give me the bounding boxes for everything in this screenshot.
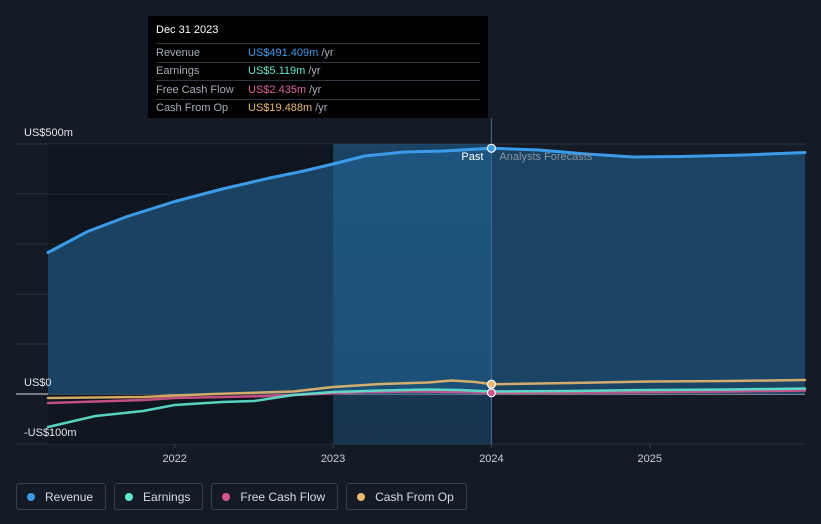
x-tick-label-2023: 2023 xyxy=(321,453,345,465)
tooltip-label: Cash From Op xyxy=(156,102,229,115)
legend-item-cash-from-op[interactable]: Cash From Op xyxy=(346,483,467,510)
tooltip-value: US$2.435m xyxy=(248,83,307,96)
series-markers xyxy=(486,143,497,398)
legend-item-earnings[interactable]: Earnings xyxy=(114,483,204,510)
series-line-earnings xyxy=(46,387,807,429)
past-label: Past xyxy=(461,151,483,163)
series-lines xyxy=(46,146,807,429)
tooltip-label: Free Cash Flow xyxy=(156,83,234,96)
tooltip-unit: /yr xyxy=(308,65,321,78)
y-tick-label-minus-100m: -US$100m xyxy=(24,427,77,439)
y-tick-label-0: US$0 xyxy=(24,377,52,389)
marker-revenue xyxy=(486,143,497,153)
tooltip-unit: /yr xyxy=(321,46,334,59)
series-line-cash-from-op xyxy=(46,378,807,400)
x-tick-label-2022: 2022 xyxy=(162,453,186,465)
legend-label: Earnings xyxy=(143,489,191,504)
tooltip-row-cash-from-op: Cash From Op US$19.488m /yr xyxy=(156,98,480,118)
tooltip-value: US$5.119m xyxy=(248,65,306,78)
legend-dot-icon xyxy=(27,492,35,501)
tooltip-unit: /yr xyxy=(315,102,328,115)
legend-dot-icon xyxy=(222,492,231,501)
legend-label: Revenue xyxy=(45,489,94,504)
highlight-band xyxy=(333,118,492,444)
legend-item-free-cash-flow[interactable]: Free Cash Flow xyxy=(211,483,339,510)
forecast-label: Analysts Forecasts xyxy=(499,151,592,163)
y-tick-label-500m: US$500m xyxy=(24,127,73,139)
legend-item-revenue[interactable]: Revenue xyxy=(16,483,107,510)
legend-label: Free Cash Flow xyxy=(240,489,326,504)
series-line-revenue xyxy=(46,146,807,254)
legend-dot-icon xyxy=(125,492,134,501)
x-tick-label-2024: 2024 xyxy=(479,453,503,465)
tooltip-value: US$491.409m xyxy=(248,46,319,59)
tooltip-row-earnings: Earnings US$5.119m /yr xyxy=(156,61,480,81)
legend: Revenue Earnings Free Cash Flow Cash Fro… xyxy=(16,483,467,510)
axis-labels: US$500m US$0 -US$100m 2022 2023 2024 202… xyxy=(24,127,662,465)
tooltip-row-free-cash-flow: Free Cash Flow US$2.435m /yr xyxy=(156,80,480,99)
legend-label: Cash From Op xyxy=(375,489,454,504)
tooltip-label: Revenue xyxy=(156,46,201,59)
highlight-band-rect xyxy=(333,144,492,444)
tooltip-date: Dec 31 2023 xyxy=(156,24,219,36)
tooltip-label: Earnings xyxy=(156,65,200,78)
tooltip-value: US$19.488m xyxy=(248,102,313,115)
tooltip: Dec 31 2023 Revenue US$491.409m /yr Earn… xyxy=(148,16,488,118)
tooltip-unit: /yr xyxy=(309,83,322,96)
tooltip-row-revenue: Revenue US$491.409m /yr xyxy=(156,43,480,62)
marker-cash-from-op xyxy=(486,379,497,389)
marker-free-cash-flow xyxy=(486,388,497,398)
x-tick-label-2025: 2025 xyxy=(638,453,662,465)
legend-dot-icon xyxy=(357,492,366,501)
